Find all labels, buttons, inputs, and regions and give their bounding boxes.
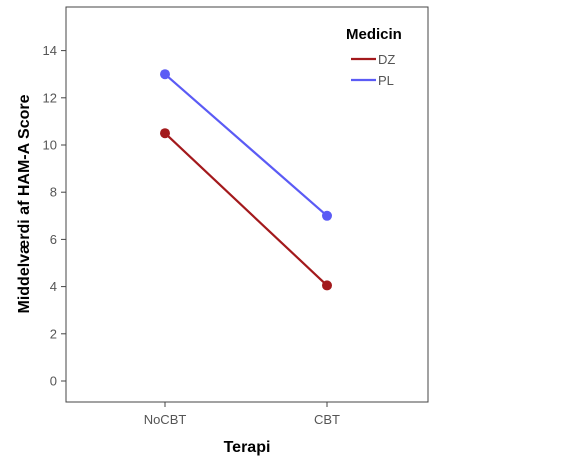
y-tick-label: 6 — [50, 232, 57, 247]
y-tick-label: 8 — [50, 185, 57, 200]
data-point-dz — [160, 128, 170, 139]
y-tick-label: 14 — [43, 43, 57, 58]
legend: Medicin DZ PL — [346, 26, 402, 88]
y-tick-label: 10 — [43, 138, 57, 153]
series-line-pl — [164, 73, 328, 217]
plot-frame — [65, 6, 429, 403]
x-axis: NoCBT CBT — [144, 402, 340, 427]
y-tick-label: 12 — [43, 90, 57, 105]
x-axis-title: Terapi — [224, 439, 271, 456]
legend-label-dz: DZ — [378, 52, 395, 67]
y-tick-label: 4 — [50, 279, 57, 294]
y-axis: 0 2 4 6 8 10 12 14 — [43, 43, 66, 389]
legend-label-pl: PL — [378, 73, 394, 88]
x-tick-label: CBT — [314, 412, 340, 427]
data-point-pl — [160, 69, 170, 80]
series-line-dz — [164, 132, 328, 287]
data-point-pl — [322, 210, 332, 221]
series-layer — [160, 69, 332, 291]
y-axis-title: Middelværdi af HAM-A Score — [16, 94, 33, 313]
x-tick-label: NoCBT — [144, 412, 187, 427]
data-point-dz — [322, 280, 332, 291]
legend-title: Medicin — [346, 26, 402, 43]
y-tick-label: 0 — [50, 374, 57, 389]
y-tick-label: 2 — [50, 326, 57, 341]
